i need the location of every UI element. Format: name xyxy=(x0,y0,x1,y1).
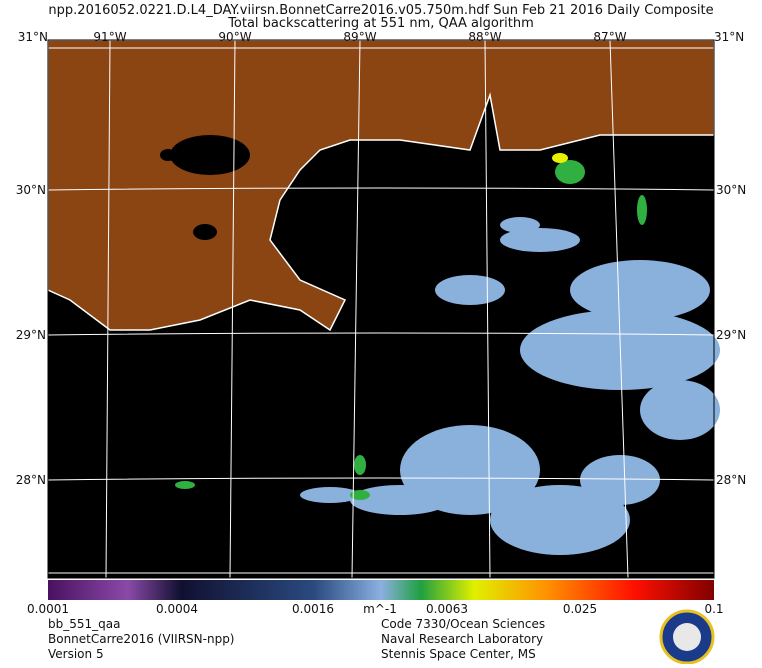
left-label: 29°N xyxy=(16,328,46,342)
footer-left: Version 5 xyxy=(48,647,104,661)
footer-left: BonnetCarre2016 (VIIRSN-npp) xyxy=(48,632,235,646)
logo-center xyxy=(673,623,701,651)
right-label: 28°N xyxy=(716,473,746,487)
map-frame xyxy=(47,39,715,579)
left-label: 30°N xyxy=(16,183,46,197)
green-patches xyxy=(175,160,647,500)
top-label: 31°N xyxy=(714,30,744,44)
subtitle: Total backscattering at 551 nm, QAA algo… xyxy=(227,16,534,31)
top-label: 88°W xyxy=(468,30,501,44)
top-label: 90°W xyxy=(218,30,251,44)
footer-right: Stennis Space Center, MS xyxy=(381,647,536,661)
map xyxy=(47,39,720,579)
top-label: 89°W xyxy=(343,30,376,44)
colorbar xyxy=(48,580,714,600)
colorbar-label: m^-1 xyxy=(363,602,397,616)
colorbar-label: 0.0001 xyxy=(27,602,69,616)
lakes xyxy=(160,135,250,240)
land xyxy=(47,39,715,332)
colorbar-label: 0.0063 xyxy=(426,602,468,616)
graticule xyxy=(47,39,715,579)
colorbar-label: 0.0016 xyxy=(292,602,334,616)
yellow-patch xyxy=(552,153,568,163)
colorbar-label: 0.025 xyxy=(563,602,597,616)
footer-right: Naval Research Laboratory xyxy=(381,632,543,646)
footer-left: bb_551_qaa xyxy=(48,617,120,631)
right-label: 29°N xyxy=(716,328,746,342)
top-label: 91°W xyxy=(93,30,126,44)
title: npp.2016052.0221.D.L4_DAY.viirsn.BonnetC… xyxy=(48,3,713,18)
footer-right: Code 7330/Ocean Sciences xyxy=(381,617,545,631)
left-label: 28°N xyxy=(16,473,46,487)
top-label: 87°W xyxy=(593,30,626,44)
right-label: 30°N xyxy=(716,183,746,197)
colorbar-label: 0.0004 xyxy=(156,602,198,616)
colorbar-label: 0.1 xyxy=(704,602,723,616)
top-label: 31°N xyxy=(18,30,48,44)
